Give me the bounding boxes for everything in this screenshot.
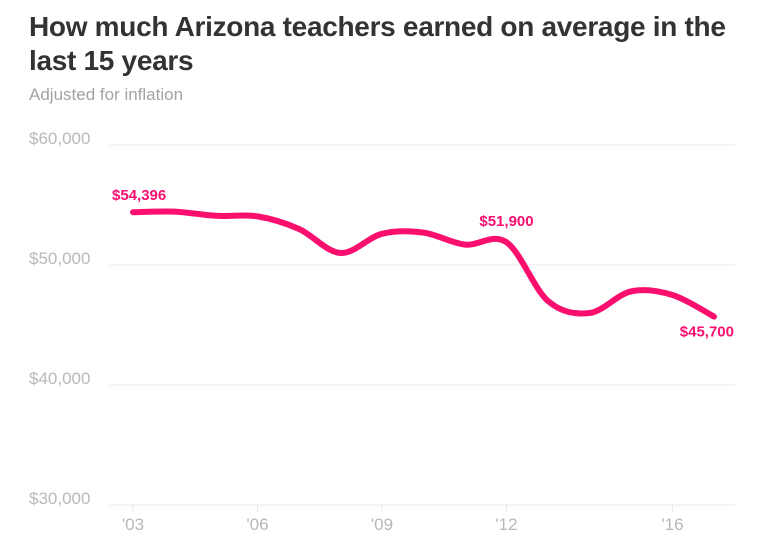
x-tick-label: '16 (661, 515, 683, 534)
data-point (379, 231, 385, 237)
data-point (172, 209, 178, 215)
y-axis-ticks: $30,000 $40,000 $50,000 $60,000 (29, 129, 90, 508)
data-point (670, 292, 676, 298)
y-tick-label: $60,000 (29, 129, 90, 148)
data-point (255, 213, 261, 219)
data-point (213, 213, 219, 219)
data-point (504, 239, 510, 245)
data-point (462, 242, 468, 248)
y-tick-label: $30,000 (29, 489, 90, 508)
x-tick-label: '12 (495, 515, 517, 534)
x-tick-label: '09 (371, 515, 393, 534)
data-point (421, 230, 427, 236)
gridlines (110, 144, 735, 506)
series-line-group (130, 208, 717, 320)
y-tick-label: $50,000 (29, 249, 90, 268)
x-tick-label: '06 (246, 515, 268, 534)
data-point (711, 314, 717, 320)
data-label: $51,900 (479, 213, 533, 230)
x-axis-ticks: '03 '06 '09 '12 '16 (122, 505, 684, 534)
series-line (130, 208, 717, 320)
chart-subtitle: Adjusted for inflation (29, 85, 184, 104)
data-label: $45,700 (680, 324, 734, 341)
data-point (628, 288, 634, 294)
data-point (296, 226, 302, 232)
y-tick-label: $40,000 (29, 369, 90, 388)
x-tick-label: '03 (122, 515, 144, 534)
data-labels: $54,396 $51,900 $45,700 (112, 187, 734, 340)
data-label: $54,396 (112, 187, 166, 204)
data-point (545, 298, 551, 304)
data-point (587, 310, 593, 316)
data-point (338, 250, 344, 256)
chart-title: How much Arizona teachers earned on aver… (29, 11, 726, 76)
data-point (130, 209, 136, 215)
